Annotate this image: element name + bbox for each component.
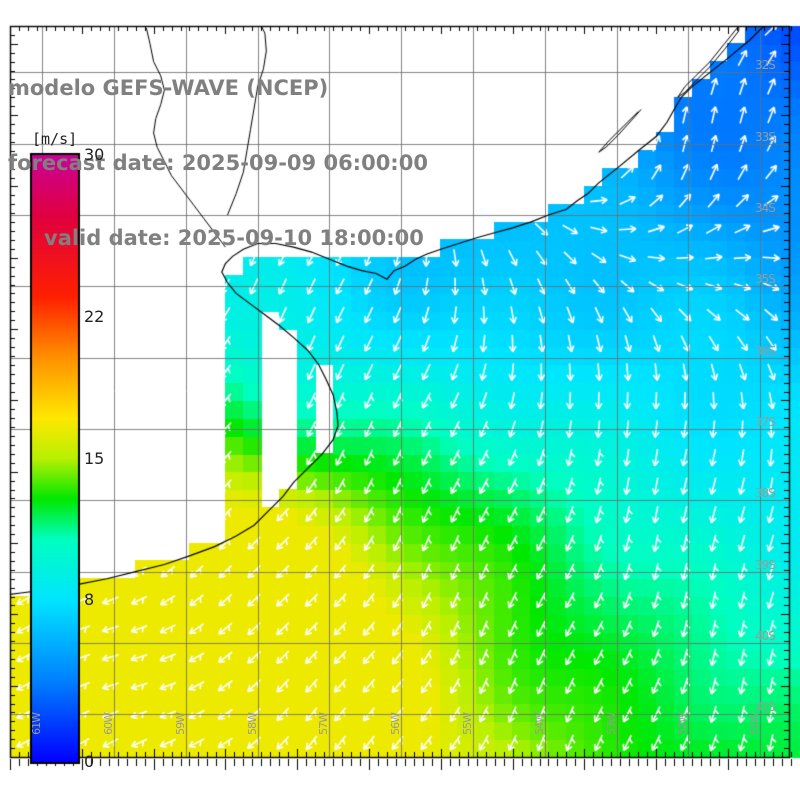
x-axis-label-54w: 54W	[532, 713, 546, 735]
x-axis-label-60w: 60W	[102, 713, 116, 735]
x-axis-label-58w: 58W	[245, 713, 259, 735]
x-axis-label-51w: 51W	[748, 713, 762, 735]
y-axis-label-34s: 34S	[755, 200, 776, 215]
colorbar-tick-22: 22	[84, 306, 105, 326]
colorbar-tick-15: 15	[84, 448, 105, 468]
y-axis-label-41s: 41S	[755, 700, 776, 715]
colorbar-unit-label: [m/s]	[32, 130, 78, 148]
y-axis-label-39s: 39S	[755, 557, 776, 572]
y-axis-label-38s: 38S	[755, 486, 776, 501]
x-axis-label-56w: 56W	[389, 713, 403, 735]
y-axis-label-40s: 40S	[755, 628, 776, 643]
x-axis-label-52w: 52W	[676, 713, 690, 735]
x-axis-label-55w: 55W	[461, 713, 475, 735]
colorbar-tick-30: 30	[84, 145, 105, 164]
y-axis-label-36s: 36S	[755, 343, 776, 358]
colorbar-tick-8: 8	[84, 590, 95, 610]
y-axis-label-35s: 35S	[755, 272, 776, 287]
y-axis-label-37s: 37S	[755, 414, 776, 429]
y-axis-label-32s: 32S	[755, 58, 776, 73]
colorbar-tick-0: 0	[84, 752, 95, 771]
x-axis-label-57w: 57W	[317, 713, 331, 735]
x-axis-label-59w: 59W	[173, 713, 187, 735]
x-axis-label-53w: 53W	[604, 713, 618, 735]
y-axis-label-33s: 33S	[755, 129, 776, 144]
x-axis-label-61w: 61W	[30, 713, 44, 735]
